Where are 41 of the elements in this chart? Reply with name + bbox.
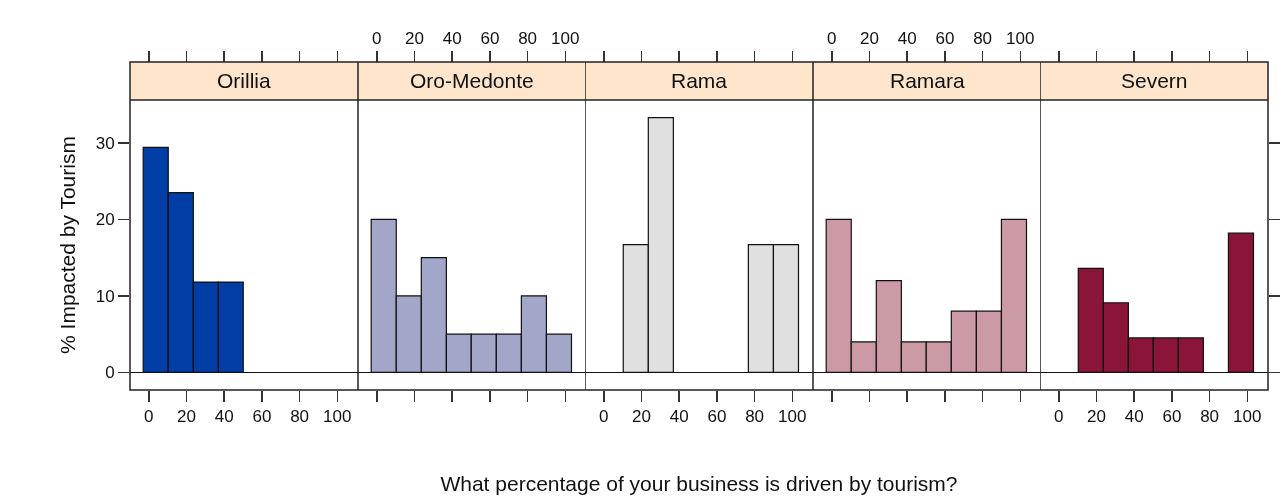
chart-title: Orillia (217, 69, 271, 92)
x-tick-label: 60 (480, 29, 499, 49)
y-tick-label: 0 (105, 363, 115, 383)
x-tick-label: 40 (669, 407, 689, 427)
x-tick-label: 80 (745, 407, 765, 427)
chart-title: Severn (1121, 69, 1188, 92)
x-tick-label: 40 (1125, 407, 1145, 427)
x-tick-label: 20 (404, 29, 424, 49)
x-tick-label: 0 (144, 407, 154, 427)
x-tick-label: 60 (707, 407, 727, 427)
x-tick-label: 80 (972, 29, 992, 49)
x-tick-label: 100 (1233, 407, 1262, 427)
x-tick-label: 80 (517, 29, 537, 49)
chart-title: Ramara (889, 69, 965, 92)
y-axis-title: % Impacted by Tourism (55, 136, 79, 354)
x-tick-label: 0 (826, 29, 837, 49)
x-tick-label: 100 (1005, 29, 1035, 49)
x-tick-label: 40 (897, 29, 917, 49)
x-tick-label: 60 (252, 407, 272, 427)
x-tick-label: 20 (859, 29, 879, 49)
x-axis-title: What percentage of your business is driven by tourism? (440, 472, 958, 496)
y-tick-label: 20 (95, 210, 115, 230)
x-tick-label: 100 (550, 29, 580, 49)
x-tick-label: 20 (632, 407, 652, 427)
x-tick-label: 20 (177, 407, 196, 427)
chart-title: Rama (671, 69, 728, 92)
x-tick-label: 60 (1162, 407, 1182, 427)
y-tick-label: 30 (95, 133, 115, 153)
chart-title: Oro-Medonte (409, 69, 534, 92)
y-tick-label: 10 (95, 286, 115, 306)
x-tick-label: 0 (1054, 407, 1064, 427)
x-tick-label: 80 (1200, 407, 1220, 427)
x-tick-label: 40 (214, 407, 234, 427)
x-tick-label: 60 (935, 29, 955, 49)
x-tick-label: 100 (323, 407, 352, 427)
x-tick-label: 0 (371, 29, 382, 49)
x-tick-label: 0 (599, 407, 609, 427)
x-tick-label: 100 (778, 407, 807, 427)
x-tick-label: 40 (442, 29, 462, 49)
x-tick-label: 20 (1087, 407, 1107, 427)
x-tick-label: 80 (290, 407, 310, 427)
